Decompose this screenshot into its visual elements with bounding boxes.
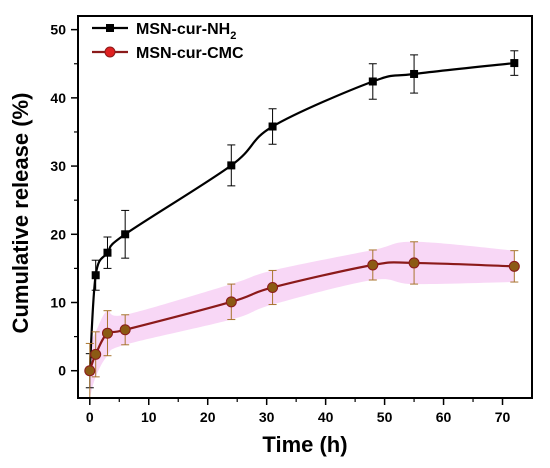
x-axis: 0 10 20 30 40 50 60 70	[86, 398, 511, 425]
x-tick-label: 10	[141, 409, 157, 425]
x-tick-label: 70	[495, 409, 511, 425]
x-tick-label: 50	[377, 409, 393, 425]
legend-item-2: MSN-cur-CMC	[92, 45, 244, 62]
legend-label-text: MSN-cur-NH	[136, 21, 230, 38]
data-point	[368, 77, 377, 86]
x-axis-title: Time (h)	[262, 432, 347, 457]
x-tick-label: 30	[259, 409, 275, 425]
data-point	[101, 327, 113, 339]
data-point	[510, 59, 519, 68]
data-point	[103, 248, 112, 257]
x-tick-label: 60	[436, 409, 452, 425]
series-2	[84, 241, 520, 399]
x-tick-label: 20	[200, 409, 216, 425]
legend-item-1: MSN-cur-NH2	[92, 21, 236, 42]
data-point	[227, 161, 236, 170]
y-tick-label: 50	[50, 22, 66, 38]
legend-label: MSN-cur-NH2	[136, 21, 236, 42]
y-tick-label: 30	[50, 158, 66, 174]
data-point	[267, 281, 279, 293]
error-band	[89, 241, 515, 398]
y-tick-label: 20	[50, 226, 66, 242]
data-point	[367, 259, 379, 271]
y-tick-label: 10	[50, 295, 66, 311]
data-point	[119, 324, 131, 336]
data-point	[410, 69, 419, 78]
y-tick-label: 40	[50, 90, 66, 106]
legend: MSN-cur-NH2 MSN-cur-CMC	[92, 21, 244, 62]
series-1	[85, 50, 519, 389]
legend-marker	[104, 46, 116, 58]
data-point	[408, 257, 420, 269]
y-axis-title: Cumulative release (%)	[8, 93, 33, 334]
data-point	[121, 230, 130, 239]
data-point	[91, 271, 100, 280]
y-tick-label: 0	[58, 363, 66, 379]
legend-label-subscript: 2	[230, 30, 236, 42]
x-tick-label: 0	[86, 409, 94, 425]
x-tick-label: 40	[318, 409, 334, 425]
legend-label: MSN-cur-CMC	[136, 45, 244, 62]
legend-marker	[106, 24, 114, 32]
data-point	[84, 365, 96, 377]
legend-label-text: MSN-cur-CMC	[136, 45, 244, 62]
data-point	[90, 348, 102, 360]
series-layer	[84, 50, 520, 399]
data-point	[225, 296, 237, 308]
plot-frame	[77, 15, 533, 399]
data-point	[508, 260, 520, 272]
data-point	[268, 122, 277, 131]
y-axis: 0 10 20 30 40 50	[50, 22, 78, 379]
error-bands	[89, 241, 515, 398]
